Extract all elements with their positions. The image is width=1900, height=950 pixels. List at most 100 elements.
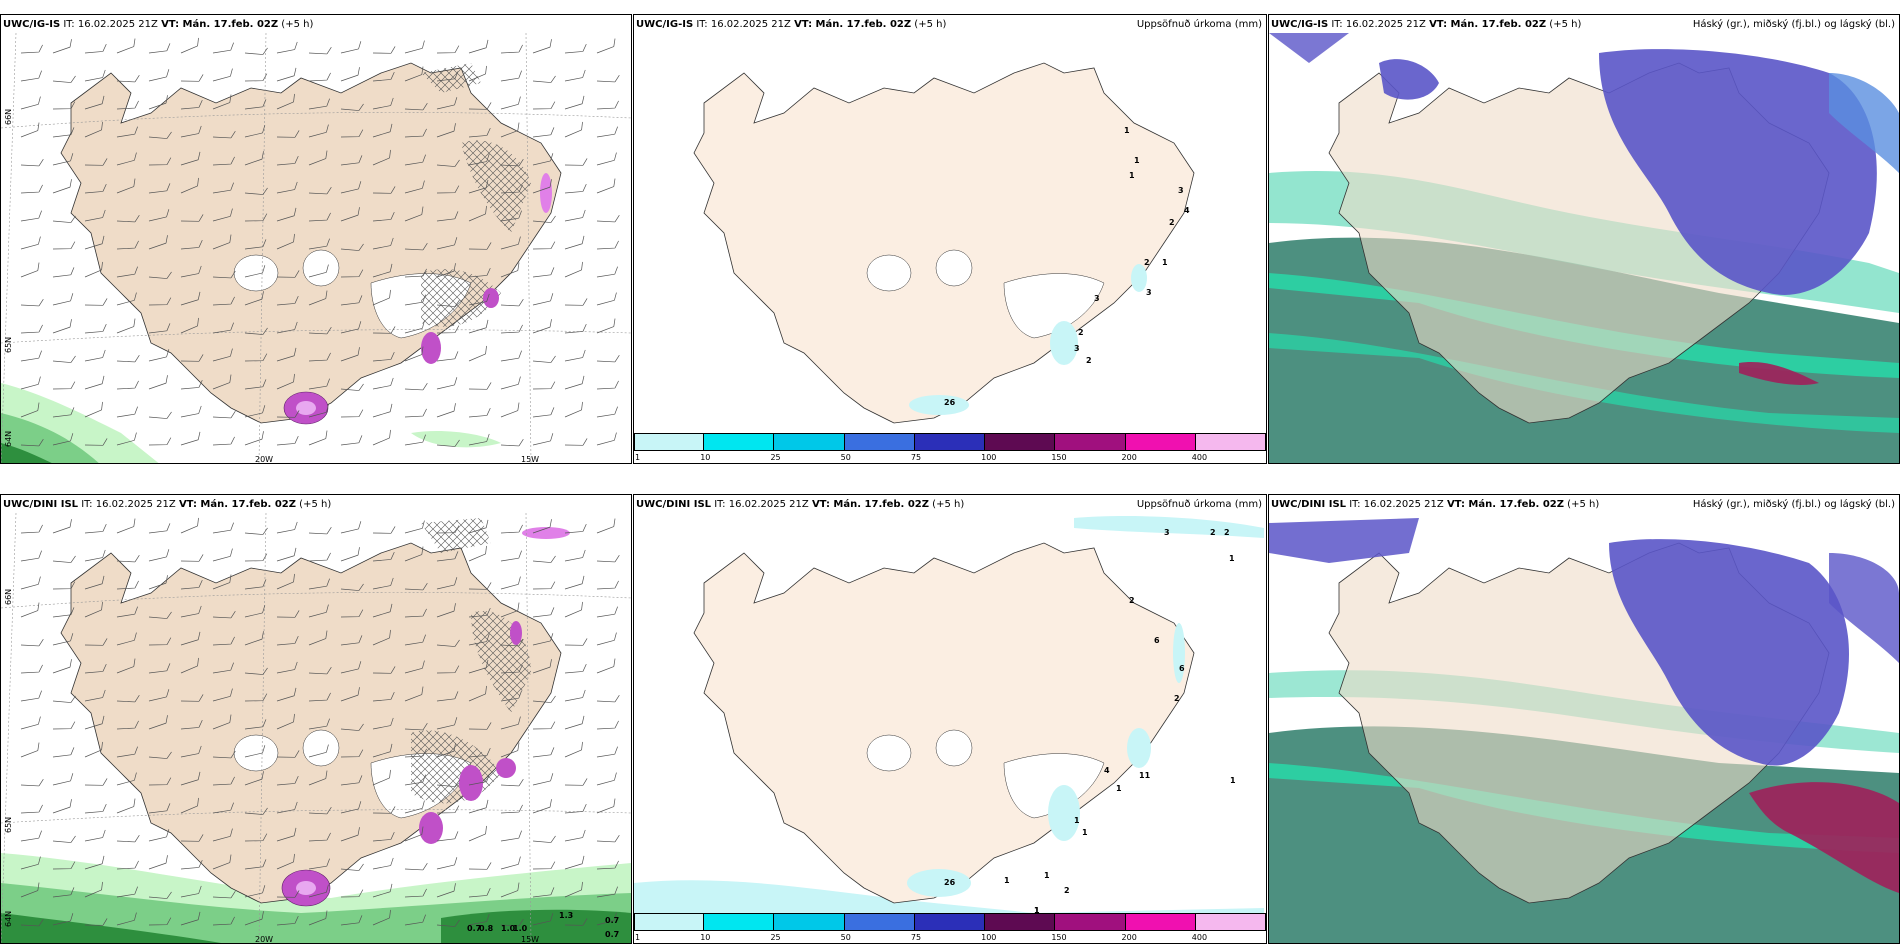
wind-barb: [116, 834, 140, 843]
wind-barb: [52, 75, 76, 83]
wind-barb: [596, 354, 620, 363]
wind-barb: [404, 914, 426, 926]
wind-barb: [244, 213, 268, 222]
wind-barb: [308, 404, 329, 418]
wind-barb: [180, 125, 202, 138]
wind-barb: [532, 659, 552, 674]
wind-barb: [404, 888, 427, 898]
wind-barb: [308, 352, 331, 362]
precip-value-label: 3: [1164, 528, 1170, 537]
wind-barb: [436, 665, 460, 674]
wind-barb: [180, 354, 204, 362]
wind-barb: [564, 523, 587, 534]
wind-barb: [244, 431, 264, 446]
wind-barb: [116, 772, 137, 786]
wind-barb: [500, 856, 521, 870]
wind-barb: [308, 72, 331, 82]
wind-barb: [340, 915, 363, 926]
wind-barb: [116, 126, 138, 138]
wind-barb: [116, 380, 139, 390]
wind-barb: [532, 799, 552, 814]
wind-barb: [468, 153, 490, 166]
wind-barb: [20, 690, 42, 702]
cloud-map: [1269, 33, 1899, 463]
precip-value-label: 1: [1034, 906, 1040, 915]
wind-barb: [500, 438, 524, 447]
wind-barb: [500, 638, 524, 647]
wind-barb: [404, 40, 425, 54]
wind-barb: [212, 574, 232, 590]
wind-barb: [404, 546, 424, 562]
wind-barb: [116, 406, 138, 418]
wind-barb: [276, 270, 300, 278]
wind-barb: [468, 319, 489, 334]
wind-barb: [596, 432, 617, 446]
wind-barb: [372, 883, 393, 898]
precip-value-label: 4: [1184, 206, 1190, 215]
precip-value-label: 0.7: [605, 930, 619, 939]
wind-barb: [372, 289, 391, 306]
wind-barb: [340, 863, 364, 871]
wind-barb: [244, 47, 268, 55]
wind-barb: [180, 239, 203, 250]
wind-barb: [340, 347, 360, 362]
wind-barb: [340, 749, 364, 758]
wind-barb: [84, 638, 108, 646]
wind-barb: [244, 327, 268, 335]
wind-barb: [276, 233, 295, 250]
precip-value-label: 1.0: [513, 924, 528, 933]
wind-barb: [20, 210, 42, 222]
wind-barb: [564, 601, 583, 618]
precip-value-label: 1: [1082, 828, 1088, 837]
wind-barb: [340, 67, 360, 82]
wind-barb: [84, 601, 103, 618]
wind-barb: [436, 159, 460, 167]
wind-barb: [84, 261, 103, 278]
wind-barb: [212, 714, 232, 730]
wind-barb: [340, 409, 364, 418]
wind-barb: [52, 581, 76, 590]
wind-barb: [212, 828, 233, 842]
wind-barb: [468, 545, 487, 562]
wind-barb: [500, 298, 524, 307]
wind-barb: [148, 131, 172, 139]
wind-barb: [148, 349, 170, 362]
wind-barb: [564, 323, 587, 334]
panel-top-middle: UWC/IG-IS IT: 16.02.2025 21Z VT: Mán. 17…: [633, 14, 1267, 464]
precip-value-label: 26: [944, 878, 956, 887]
wind-barb: [308, 630, 328, 646]
colorbar-tick: 10: [700, 933, 711, 942]
wind-barb: [212, 270, 236, 279]
wind-barb: [212, 854, 232, 870]
wind-barb: [20, 576, 41, 590]
lat-label: 64N: [4, 910, 13, 927]
wind-barb: [148, 549, 170, 562]
wind-barb: [148, 297, 172, 306]
wind-barb: [564, 855, 585, 870]
wind-barb: [436, 551, 459, 562]
wind-barb: [84, 43, 107, 54]
wind-barb: [372, 629, 391, 646]
wind-barb: [244, 405, 266, 418]
wind-barb: [564, 829, 586, 842]
wind-barb: [20, 524, 43, 534]
wind-barb: [116, 74, 140, 83]
wind-barb: [596, 886, 618, 898]
wind-barb: [20, 376, 41, 390]
wind-barb: [436, 185, 460, 194]
wind-barb: [212, 296, 235, 306]
wind-barb: [52, 633, 74, 646]
wind-barb: [20, 804, 43, 814]
wind-barb: [436, 263, 456, 278]
wind-barb: [180, 771, 201, 786]
wind-barb: [276, 347, 297, 362]
wind-barb: [180, 797, 199, 814]
wind-barb: [212, 688, 233, 702]
wind-barb: [20, 298, 44, 307]
wind-barb: [116, 178, 136, 194]
wind-barb: [468, 382, 492, 390]
wind-barb: [596, 860, 619, 870]
wind-barb: [148, 235, 168, 250]
wind-barb: [340, 321, 362, 334]
wind-barb: [372, 211, 395, 222]
